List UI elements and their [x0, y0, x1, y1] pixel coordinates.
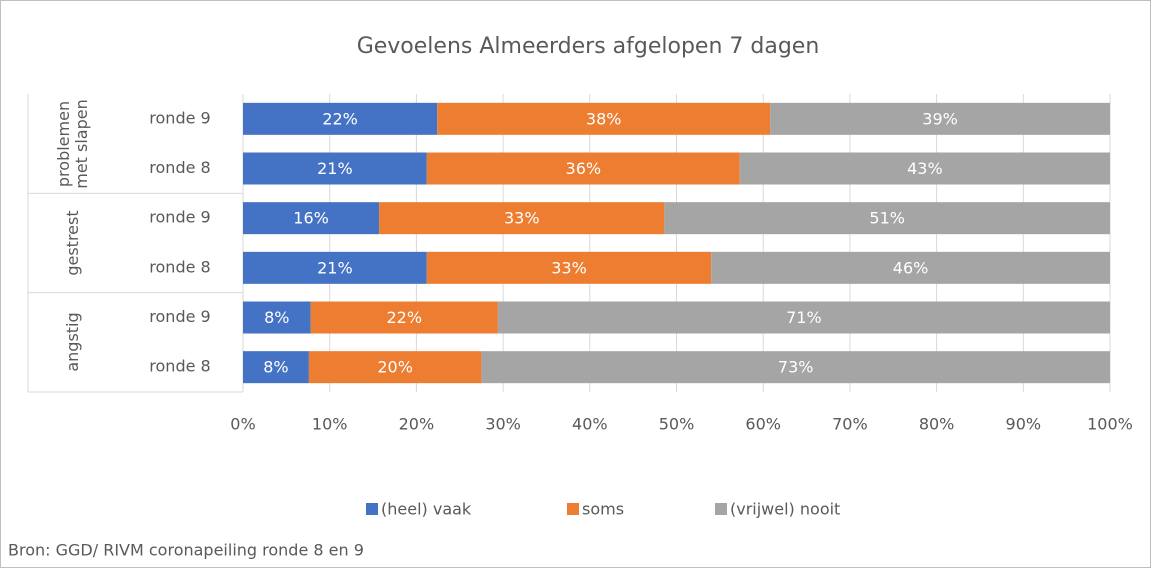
bar-segment — [308, 351, 482, 384]
y-tick-label: ronde 9 — [149, 208, 210, 227]
bar-segment — [243, 152, 427, 185]
group-label: gestrest — [63, 210, 82, 276]
data-label: 22% — [322, 109, 358, 128]
data-label: 73% — [778, 358, 814, 377]
legend-label: (heel) vaak — [381, 500, 472, 519]
bar-segment — [770, 102, 1110, 135]
bar-segment — [379, 202, 665, 235]
data-label: 16% — [293, 209, 329, 228]
bar-segment — [243, 251, 427, 284]
group-label: problemen met slapen — [54, 98, 91, 189]
x-tick-label: 100% — [1087, 415, 1133, 434]
bar-segment — [243, 102, 438, 135]
data-label: 8% — [264, 308, 289, 327]
bar-segment — [481, 351, 1110, 384]
data-label: 33% — [551, 258, 587, 277]
data-label: 33% — [504, 209, 540, 228]
x-tick-label: 90% — [1006, 415, 1042, 434]
bar-segment — [664, 202, 1110, 235]
data-label: 21% — [317, 159, 353, 178]
bar-segment — [310, 301, 498, 334]
data-label: 43% — [907, 159, 943, 178]
y-tick-label: ronde 8 — [149, 357, 210, 376]
x-tick-label: 60% — [745, 415, 781, 434]
x-tick-label: 50% — [659, 415, 695, 434]
x-tick-label: 0% — [230, 415, 255, 434]
legend-label: (vrijwel) nooit — [730, 500, 840, 519]
data-label: 39% — [922, 109, 958, 128]
x-tick-label: 10% — [312, 415, 348, 434]
legend-swatch — [567, 503, 579, 515]
bar-segment — [437, 102, 771, 135]
source-note: Bron: GGD/ RIVM coronapeiling ronde 8 en… — [8, 541, 364, 560]
bar-segment — [243, 301, 311, 334]
data-label: 51% — [869, 209, 905, 228]
group-label: angstig — [63, 312, 82, 372]
data-label: 20% — [377, 358, 413, 377]
bar-segment — [497, 301, 1110, 334]
bar-segment — [426, 251, 712, 284]
y-tick-label: ronde 9 — [149, 307, 210, 326]
y-tick-label: ronde 9 — [149, 108, 210, 127]
bar-segment — [739, 152, 1110, 185]
bar-segment — [243, 202, 380, 235]
legend-swatch — [715, 503, 727, 515]
data-label: 46% — [893, 258, 929, 277]
bar-segment — [426, 152, 740, 185]
bar-segment — [243, 351, 309, 384]
y-tick-label: ronde 8 — [149, 158, 210, 177]
data-label: 21% — [317, 258, 353, 277]
data-label: 8% — [263, 358, 288, 377]
x-tick-label: 40% — [572, 415, 608, 434]
data-label: 71% — [786, 308, 822, 327]
data-label: 38% — [586, 109, 622, 128]
x-tick-label: 30% — [485, 415, 521, 434]
legend-swatch — [366, 503, 378, 515]
y-tick-label: ronde 8 — [149, 257, 210, 276]
x-tick-label: 70% — [832, 415, 868, 434]
x-tick-label: 20% — [399, 415, 435, 434]
x-tick-label: 80% — [919, 415, 955, 434]
legend-label: soms — [582, 500, 624, 519]
data-label: 36% — [566, 159, 602, 178]
chart-title: Gevoelens Almeerders afgelopen 7 dagen — [357, 34, 820, 59]
data-label: 22% — [386, 308, 422, 327]
bar-segment — [711, 251, 1110, 284]
